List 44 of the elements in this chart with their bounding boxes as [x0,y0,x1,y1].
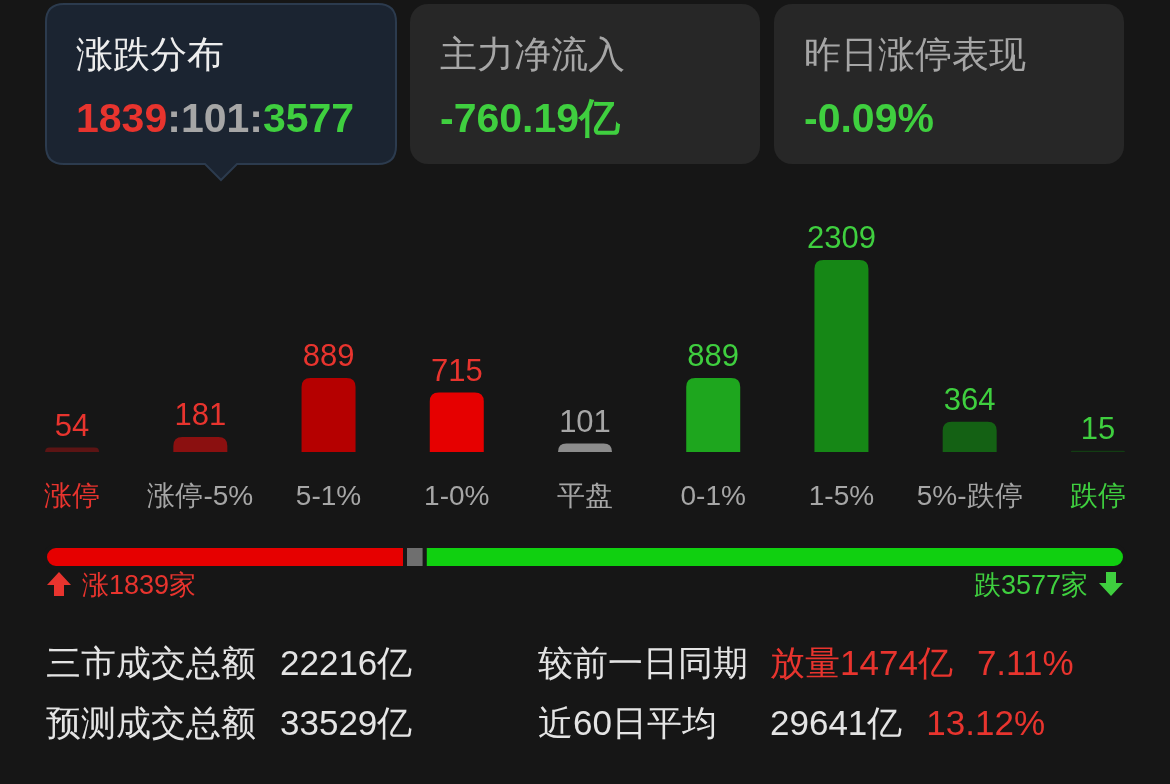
data-label: 181 [174,396,227,432]
bar [814,260,869,452]
text: 22216亿 [280,643,413,682]
bar [429,392,484,452]
text: 7.11% [976,643,1074,682]
text: 13.12% [926,703,1046,742]
x-tick-label: 涨停-5% [147,480,254,511]
data-label: 889 [302,338,355,374]
x-tick-label: 0-1% [680,480,746,511]
text: 33529亿 [280,703,413,742]
text: 较前一日同期 [538,643,748,682]
bar [558,443,612,452]
x-tick-label: 5-1% [295,480,362,511]
bar [173,436,228,452]
bar [942,421,997,452]
data-label: 101 [559,403,611,439]
chart-title: 涨跌分布 [76,34,224,75]
text: 三市成交总额 [46,643,256,682]
data-label: 364 [943,381,996,417]
x-tick-label: 涨停 [44,480,101,511]
text: 主力净流入 [440,34,625,75]
data-label: 2309 [806,220,876,255]
bar [45,447,100,452]
text: 29641亿 [770,703,903,742]
text: -760.19亿 [440,95,622,141]
text: -0.09% [804,95,934,141]
x-tick-label: 1-0% [424,480,490,511]
data-label: 889 [687,338,740,374]
bar [686,378,741,452]
data-label: 715 [430,352,483,388]
text: 近60日平均 [538,703,717,742]
chart-subtitle: 1839:101:3577 [76,95,355,141]
bar [301,378,356,452]
data-label: 跌3577家 [973,570,1088,600]
text: 放量1474亿 [770,643,953,682]
data-label: 涨1839家 [82,570,197,600]
x-tick-label: 1-5% [808,480,875,511]
text: 预测成交总额 [46,703,256,742]
text: 昨日涨停表现 [804,34,1026,75]
data-label: 15 [1080,410,1116,446]
data-label: 54 [54,407,90,443]
x-tick-label: 平盘 [557,480,613,511]
x-tick-label: 5%-跌停 [916,480,1023,511]
x-tick-label: 跌停 [1069,480,1126,511]
